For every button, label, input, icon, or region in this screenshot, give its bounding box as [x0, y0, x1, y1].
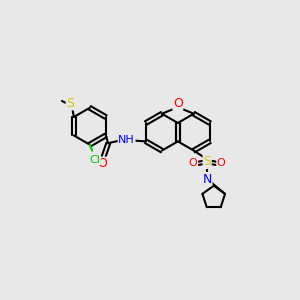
- Text: N: N: [202, 172, 212, 186]
- Text: O: O: [173, 97, 183, 110]
- Text: O: O: [217, 158, 226, 168]
- Text: S: S: [203, 155, 211, 168]
- Text: O: O: [97, 157, 107, 170]
- Text: NH: NH: [118, 135, 135, 145]
- Text: Cl: Cl: [89, 154, 100, 164]
- Text: S: S: [66, 97, 74, 110]
- Text: O: O: [189, 158, 198, 168]
